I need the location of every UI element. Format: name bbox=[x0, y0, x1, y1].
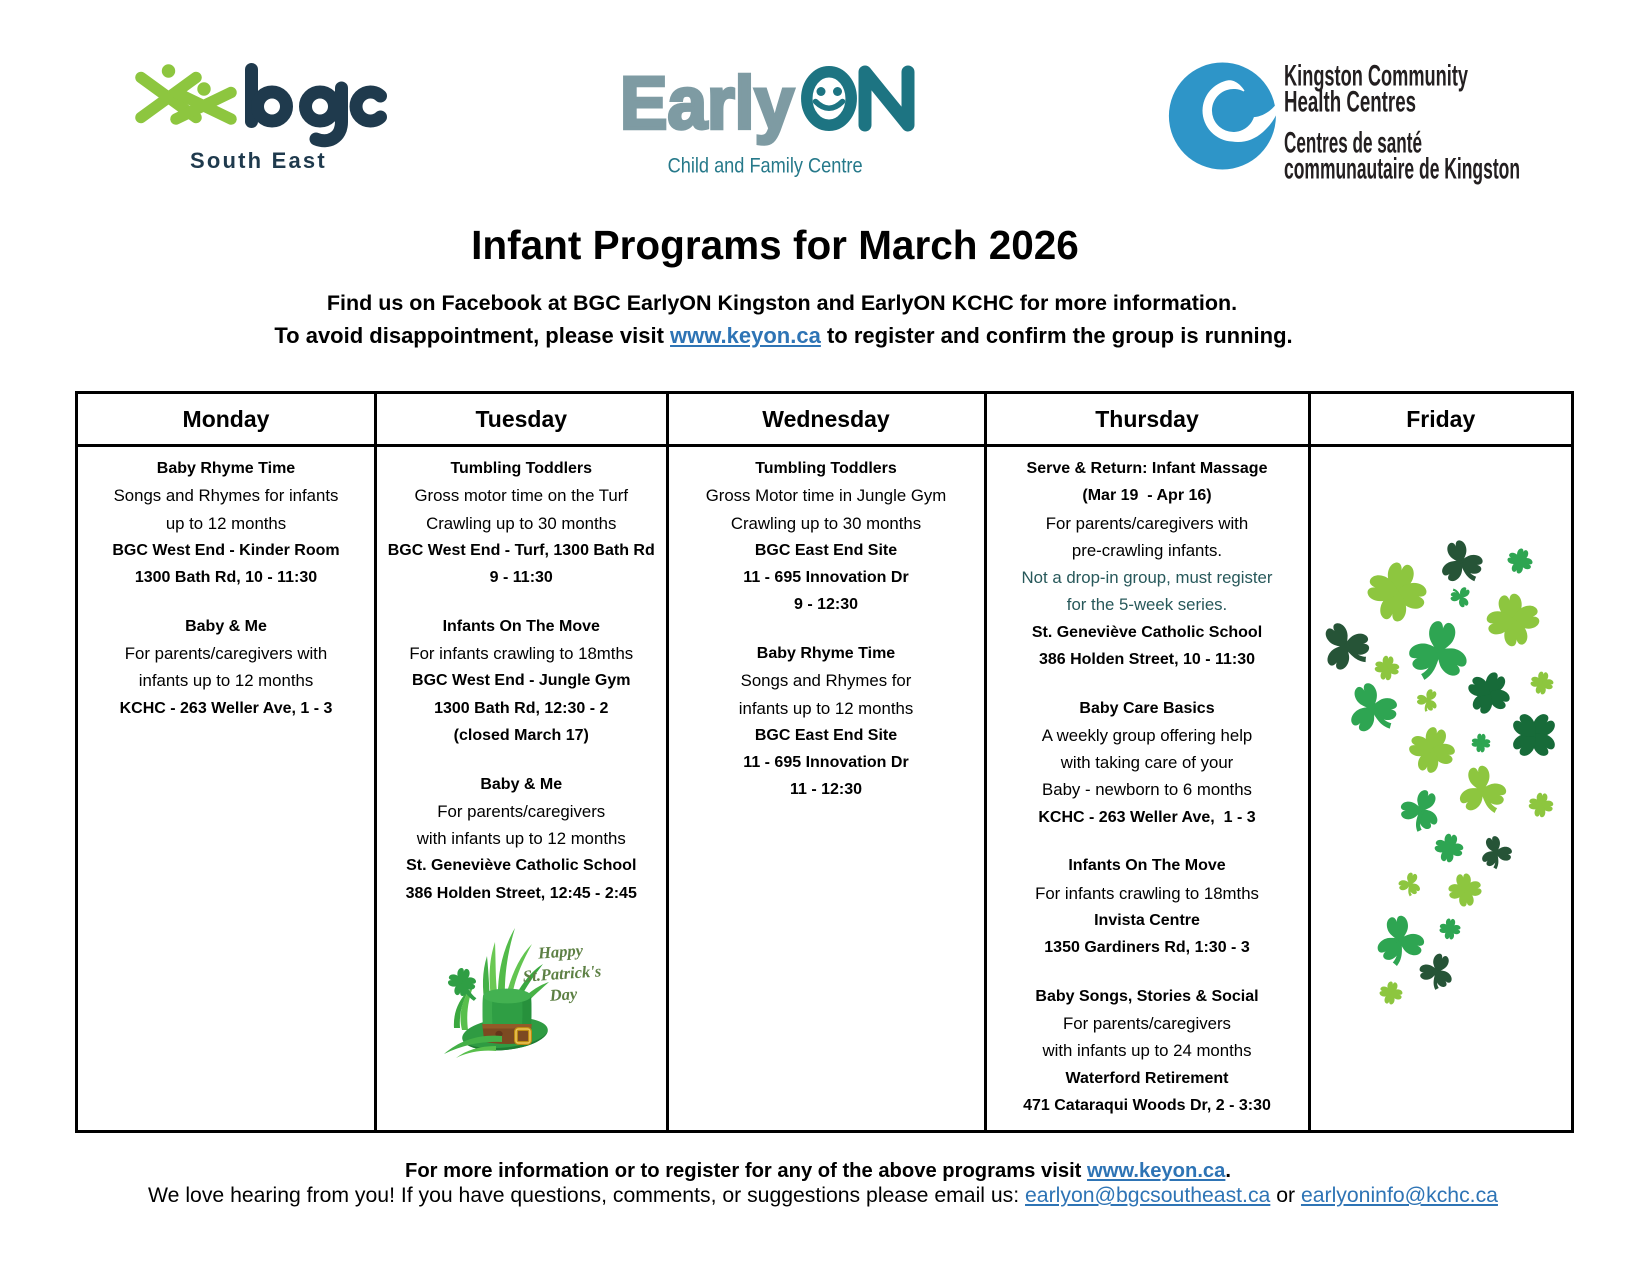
svg-text:communautaire de Kingston: communautaire de Kingston bbox=[1284, 153, 1520, 186]
svg-text:Kingston Community: Kingston Community bbox=[1284, 59, 1468, 92]
svg-text:Early: Early bbox=[620, 62, 794, 145]
svg-text:South East: South East bbox=[190, 148, 327, 173]
svg-text:Centres de santé: Centres de santé bbox=[1284, 126, 1422, 159]
svg-text:Health Centres: Health Centres bbox=[1284, 86, 1416, 119]
svg-text:Child and Family Centre: Child and Family Centre bbox=[668, 154, 863, 177]
